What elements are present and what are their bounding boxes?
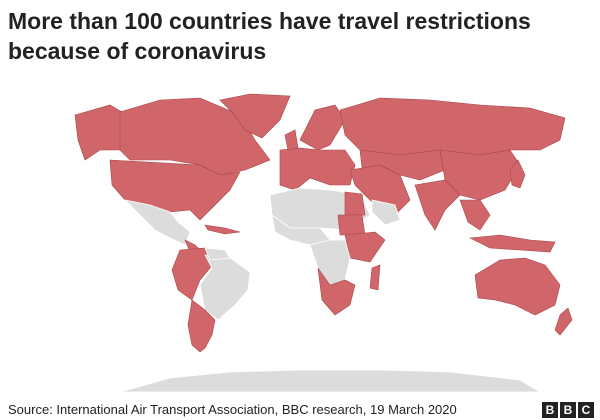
logo-letter: C [578,402,594,418]
australia [474,257,561,316]
mexico [123,199,191,246]
indonesia [468,234,556,253]
greenland [219,93,291,139]
canada [119,97,271,176]
antarctica [119,369,542,393]
new-zealand [554,307,573,336]
japan-korea [509,159,526,189]
madagascar [369,264,381,291]
central-asia [359,149,446,181]
egypt [344,191,366,216]
east-africa [344,231,386,263]
russia [339,97,566,156]
world-map [74,93,573,393]
arabia [371,199,401,226]
title: More than 100 countries have travel rest… [8,8,531,64]
uk [284,129,299,151]
logo-letter: B [560,402,576,418]
brazil [199,254,251,321]
sudan [337,214,366,236]
source: Source: International Air Transport Asso… [8,402,457,417]
logo-letter: B [542,402,558,418]
venezuela [204,247,231,261]
scandinavia [299,104,346,151]
chile-argentina [187,299,216,353]
logo: B B C [542,402,594,418]
southeast-asia [459,199,491,231]
alaska [74,104,123,161]
caribbean [204,224,241,235]
central-africa [309,239,351,286]
europe [279,147,356,191]
southern-africa [317,267,356,316]
india [414,179,461,231]
